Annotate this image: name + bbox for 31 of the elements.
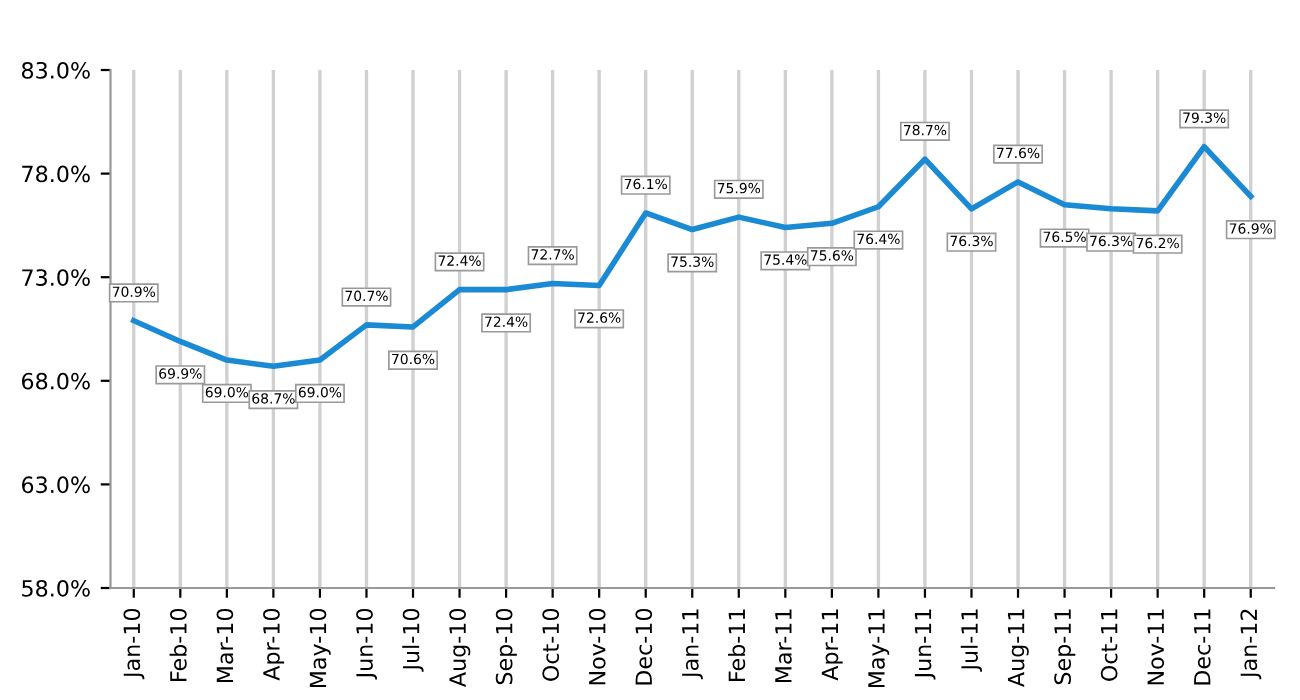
x-tick-label: Mar-11	[775, 609, 792, 683]
x-tick-label: Jun-11	[914, 609, 936, 680]
x-tick-label: Sep-10	[495, 608, 517, 685]
x-tick-label: Aug-11	[1007, 609, 1029, 687]
x-tick-label: Jan-11	[682, 609, 703, 680]
x-tick-label: Jul-10	[402, 608, 424, 672]
x-tick-label: May-11	[868, 609, 890, 688]
x-tick-label: Oct-11	[1100, 609, 1118, 681]
x-tick-label: May-10	[309, 608, 331, 688]
x-tick-label: Sep-11	[1054, 609, 1076, 685]
x-tick-label: Jul-11	[960, 609, 983, 672]
x-tick-label: Apr-11	[821, 609, 843, 681]
x-tick-label: Aug-10	[449, 608, 471, 687]
y-tick-label: 83.0%	[21, 61, 90, 79]
x-tick-label: Dec-10	[635, 608, 653, 685]
x-tick-label: Jan-12	[1240, 609, 1262, 680]
x-tick-label: Feb-11	[728, 609, 746, 681]
y-tick-label: 73.0%	[22, 269, 90, 286]
x-tick-label: Jan-10	[123, 608, 145, 680]
y-tick-label: 78.0%	[22, 165, 90, 183]
x-tick-label: Nov-10	[588, 608, 606, 685]
y-tick-label: 68.0%	[22, 372, 90, 390]
y-tick-label: 58.0%	[22, 579, 90, 597]
x-tick-label: Jun-10	[356, 608, 378, 680]
x-tick-label: Dec-11	[1194, 609, 1211, 685]
y-tick-label: 63.0%	[22, 476, 90, 494]
x-tick-label: Apr-10	[263, 608, 285, 681]
x-tick-label: Mar-10	[216, 608, 234, 683]
x-tick-label: Oct-10	[542, 608, 560, 681]
x-tick-label: Feb-10	[169, 608, 187, 681]
x-tick-label: Nov-11	[1147, 609, 1165, 685]
